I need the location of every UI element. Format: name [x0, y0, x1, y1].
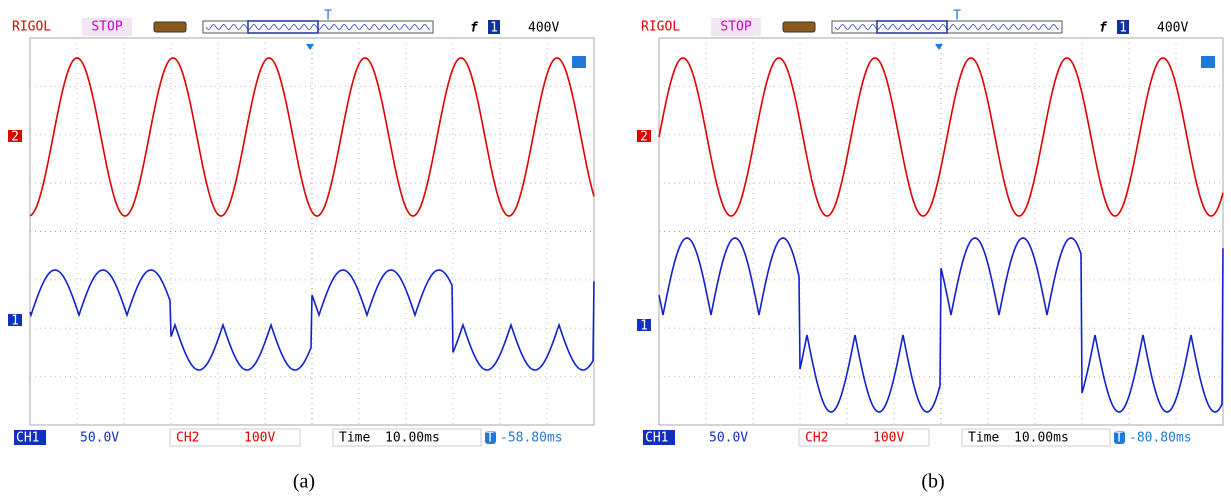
trigger-source: 1: [490, 21, 498, 36]
caption: (b): [921, 471, 944, 493]
ch2-label: CH2: [176, 431, 199, 446]
ch2-label: CH2: [805, 431, 828, 446]
brand: RIGOL: [12, 20, 51, 35]
status: STOP: [91, 20, 122, 35]
ch2-scale: 100V: [873, 431, 904, 446]
time-scale: 10.00ms: [1014, 431, 1069, 446]
status: STOP: [720, 20, 751, 35]
edge: f: [1099, 21, 1108, 36]
ch1-marker: 1: [640, 319, 648, 334]
ch1-marker: 1: [11, 314, 19, 329]
screen: [30, 38, 594, 425]
offset-marker: T: [486, 431, 494, 446]
ch1-label: CH1: [16, 431, 39, 446]
time-label: Time: [339, 431, 370, 446]
time-label: Time: [968, 431, 999, 446]
battery-icon: [154, 22, 186, 32]
trigger-marker: T: [324, 9, 332, 24]
screen: [659, 38, 1223, 425]
ch1-scale: 50.0V: [709, 431, 748, 446]
time-scale: 10.00ms: [385, 431, 440, 446]
ch2-marker: 2: [11, 130, 19, 145]
battery-icon: [783, 22, 815, 32]
ch1-scale: 50.0V: [80, 431, 119, 446]
figure: RIGOLSTOPTf1400V21CH150.0VCH2100VTime10.…: [0, 0, 1231, 500]
memory-window: [248, 21, 318, 33]
trigger-marker: T: [953, 9, 961, 24]
offset-marker: T: [1115, 431, 1123, 446]
trigger-source: 1: [1119, 21, 1127, 36]
trigger-level: 400V: [1157, 21, 1188, 36]
brand: RIGOL: [641, 20, 680, 35]
memory-window: [877, 21, 947, 33]
caption: (a): [293, 471, 315, 493]
trigger-level: 400V: [528, 21, 559, 36]
ch2-marker: 2: [640, 130, 648, 145]
ch1-label: CH1: [645, 431, 668, 446]
offset: -80.80ms: [1129, 431, 1192, 446]
ch2-scale: 100V: [244, 431, 275, 446]
offset-tag: [1201, 56, 1215, 68]
edge: f: [470, 21, 479, 36]
offset-tag: [572, 56, 586, 68]
offset: -58.80ms: [500, 431, 563, 446]
